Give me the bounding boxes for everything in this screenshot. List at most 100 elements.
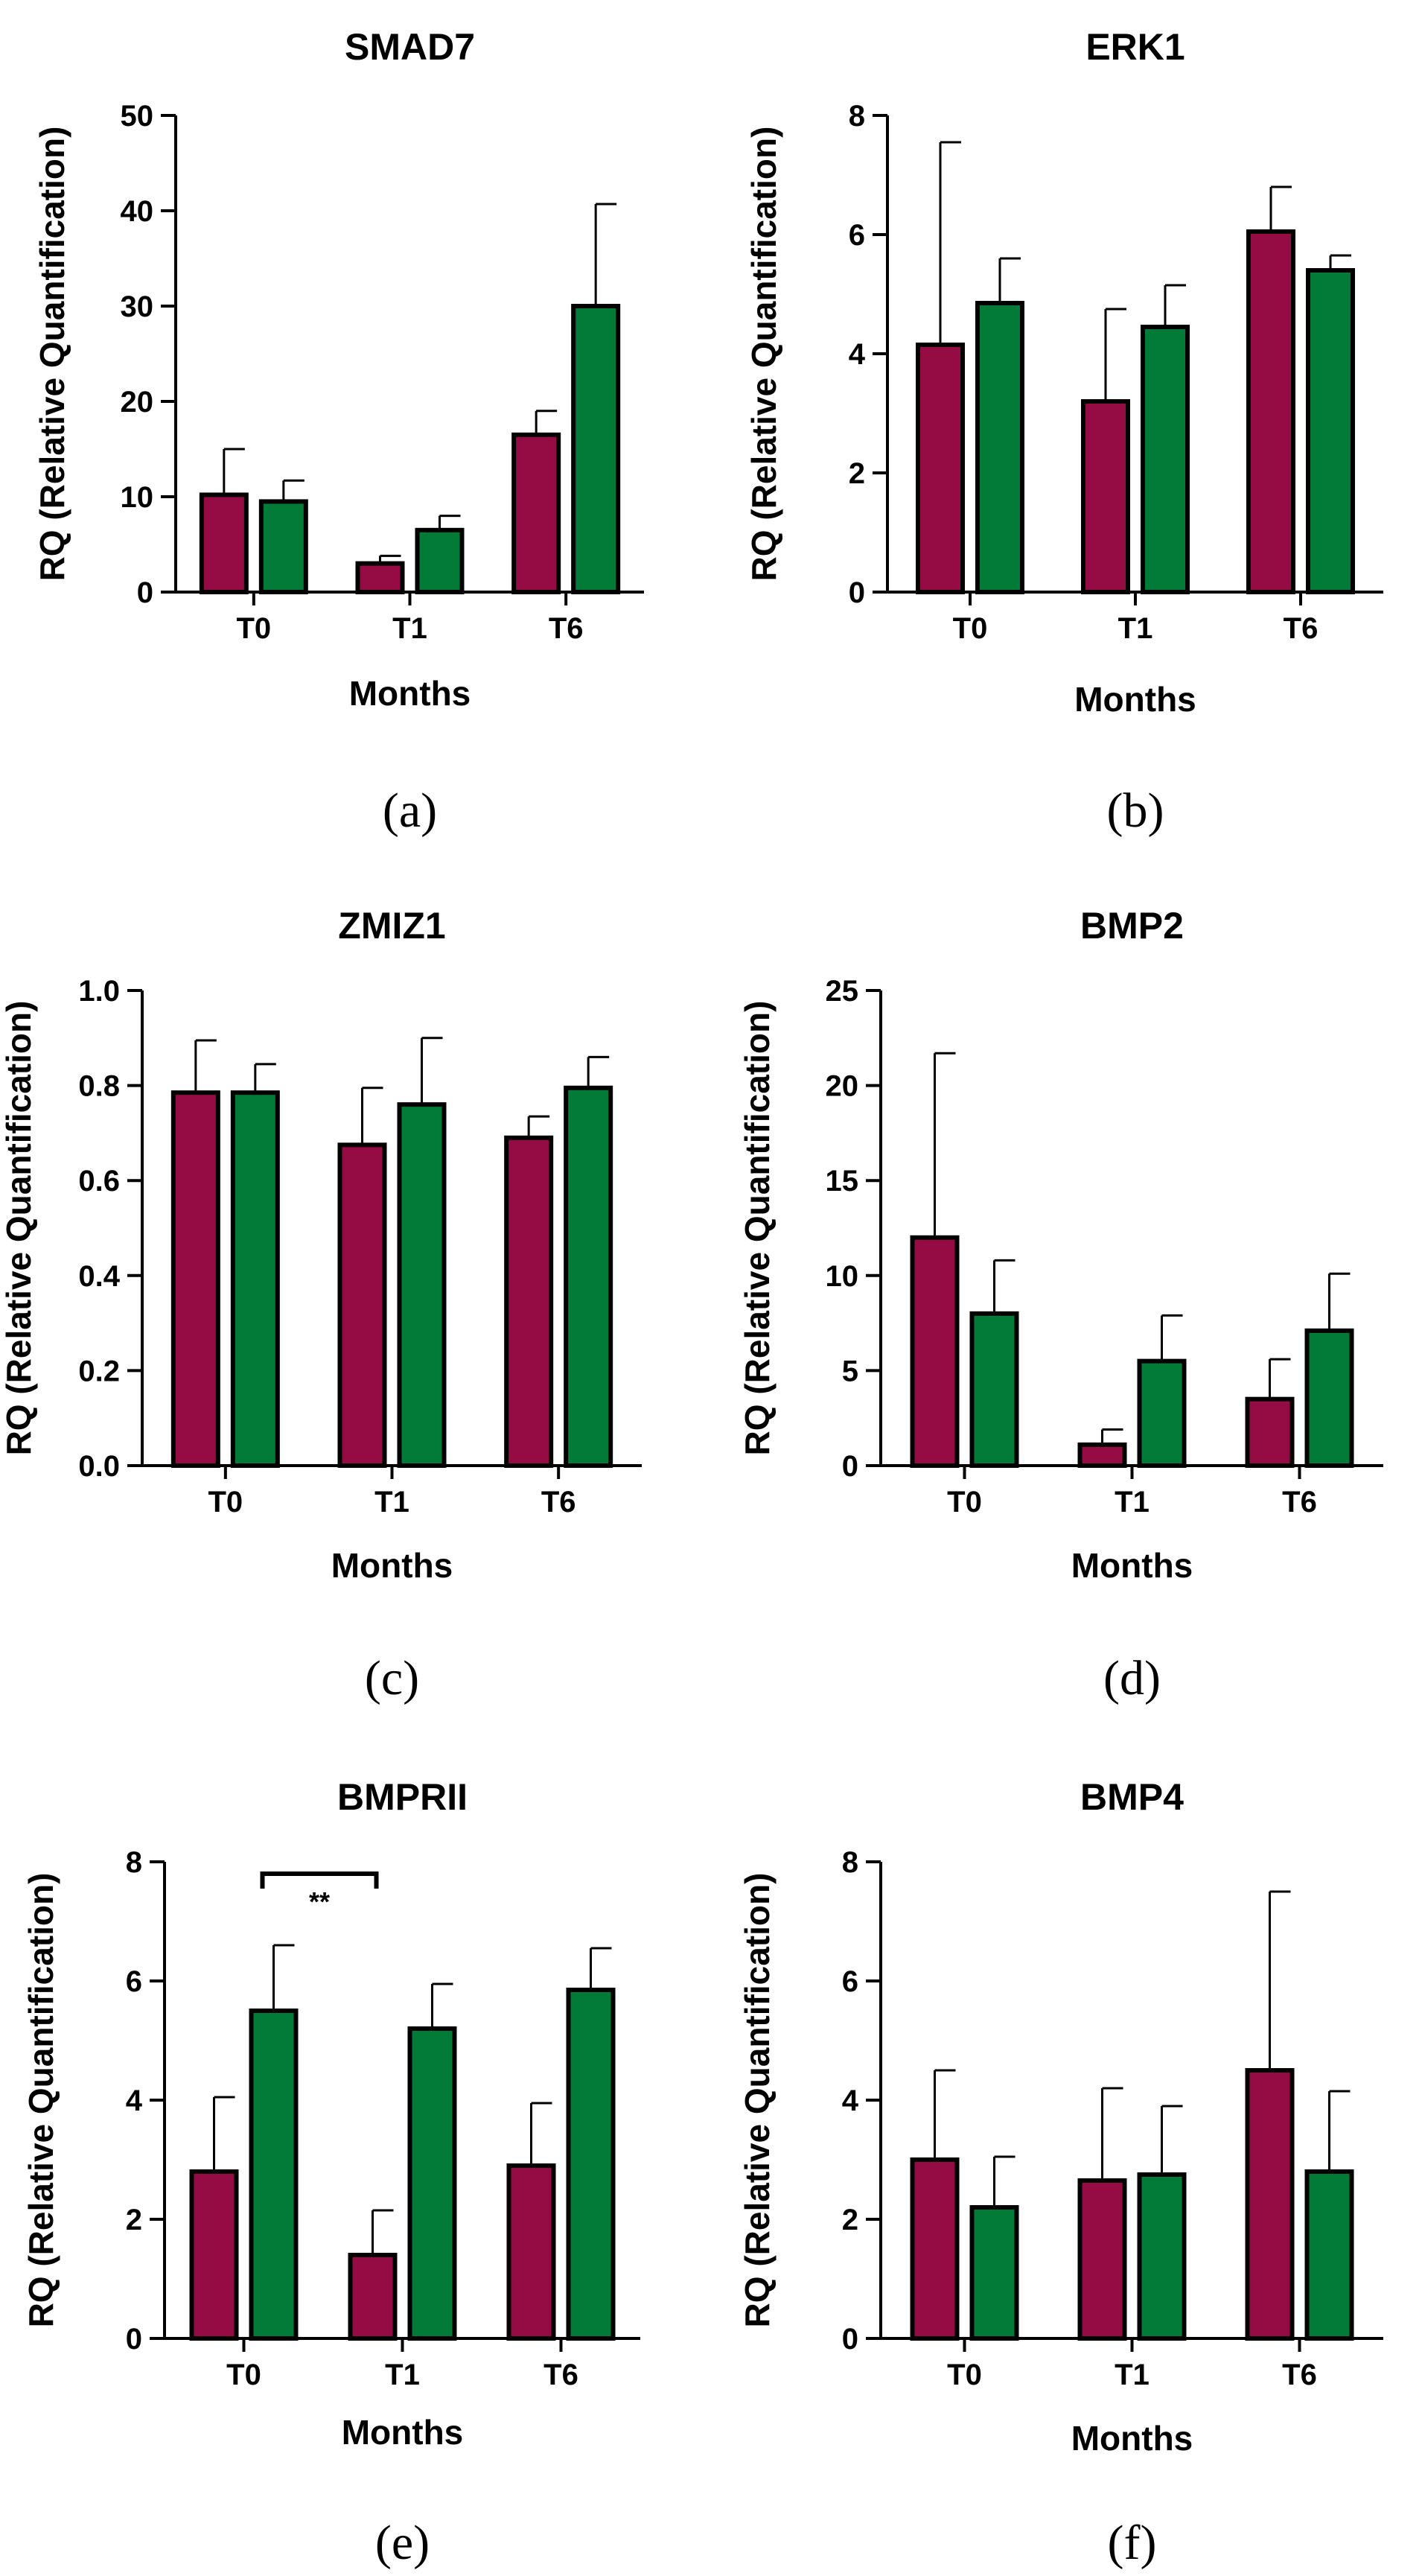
bar-t0-series-1 xyxy=(916,343,965,594)
bar-t6-series-1 xyxy=(511,432,561,594)
y-tick-label: 0 xyxy=(842,2323,858,2356)
y-tick-label: 4 xyxy=(842,2084,859,2117)
bar-t0-series-2 xyxy=(249,2009,299,2341)
x-tick-label: T0 xyxy=(947,2359,982,2391)
x-tick-label: T0 xyxy=(226,2359,261,2391)
panel-label: (a) xyxy=(383,783,437,838)
x-tick-label: T6 xyxy=(541,1486,576,1518)
bar-t1-series-1 xyxy=(337,1142,387,1468)
chart-panel-4: BMP2 RQ (Relative Quantification) Months (d… xyxy=(738,905,1383,1705)
panel-label: (d) xyxy=(1103,1651,1161,1705)
bar-t0-series-1 xyxy=(170,1090,220,1469)
chart-panel-5: BMPRII RQ (Relative Quantification) Months… xyxy=(22,1776,640,2570)
y-axis-label: RQ (Relative Quantification) xyxy=(745,127,783,582)
y-tick-label: 0.4 xyxy=(78,1260,120,1293)
panel-label: (c) xyxy=(365,1651,419,1705)
significance-bracket xyxy=(260,1871,379,1889)
x-tick-label: T0 xyxy=(947,1486,982,1518)
x-tick-label: T1 xyxy=(1115,2359,1150,2391)
x-tick-label: T1 xyxy=(385,2359,420,2391)
bar-t1-series-2 xyxy=(1137,2172,1187,2341)
bar-t1-series-1 xyxy=(355,561,405,594)
y-tick-label: 25 xyxy=(826,975,859,1008)
y-tick-label: 20 xyxy=(826,1070,859,1103)
y-tick-label: 8 xyxy=(126,1846,142,1879)
significance-label: ** xyxy=(309,1886,330,1917)
y-tick-label: 1.0 xyxy=(78,975,120,1008)
bar-t0-series-1 xyxy=(910,2157,960,2341)
bar-t6-series-2 xyxy=(564,1085,613,1469)
bar-t6-series-1 xyxy=(1245,2068,1295,2341)
bar-t1-series-2 xyxy=(397,1102,447,1468)
bar-t6-series-1 xyxy=(1245,1396,1295,1469)
y-tick-label: 10 xyxy=(121,481,154,514)
bar-t6-series-2 xyxy=(571,304,621,594)
bar-t6-series-2 xyxy=(1306,268,1355,594)
y-axis-label: RQ (Relative Quantification) xyxy=(33,127,71,582)
bar-t1-series-1 xyxy=(348,2253,398,2341)
bar-t1-series-1 xyxy=(1077,2178,1127,2341)
x-tick-label: T0 xyxy=(236,612,271,645)
x-axis-label: Months xyxy=(1074,680,1196,719)
bar-t6-series-1 xyxy=(1246,229,1295,594)
y-tick-label: 2 xyxy=(126,2204,142,2236)
y-axis-label: RQ (Relative Quantification) xyxy=(738,1001,777,1456)
y-tick-label: 8 xyxy=(842,1846,858,1879)
bar-t6-series-2 xyxy=(1304,1328,1354,1468)
x-tick-label: T1 xyxy=(1118,612,1153,645)
y-tick-label: 4 xyxy=(849,338,866,371)
x-tick-label: T0 xyxy=(953,612,988,645)
bar-t6-series-2 xyxy=(1304,2169,1354,2341)
y-tick-label: 30 xyxy=(121,290,154,323)
chart-title: SMAD7 xyxy=(345,26,475,68)
bar-t1-series-2 xyxy=(1137,1358,1187,1469)
y-axis-label: RQ (Relative Quantification) xyxy=(0,1001,38,1456)
y-axis-label: RQ (Relative Quantification) xyxy=(22,1873,60,2328)
bar-t0-series-2 xyxy=(230,1090,280,1469)
y-tick-label: 2 xyxy=(849,457,865,490)
bar-t1-series-1 xyxy=(1081,399,1130,594)
x-axis-label: Months xyxy=(331,1546,453,1585)
x-tick-label: T0 xyxy=(208,1486,243,1518)
y-tick-label: 5 xyxy=(842,1355,858,1387)
y-tick-label: 0.8 xyxy=(78,1070,120,1103)
bar-t0-series-2 xyxy=(258,499,308,595)
y-tick-label: 0.2 xyxy=(78,1355,120,1387)
y-tick-label: 10 xyxy=(826,1260,859,1293)
y-tick-label: 0 xyxy=(842,1450,858,1483)
chart-title: ZMIZ1 xyxy=(338,905,445,947)
y-tick-label: 20 xyxy=(121,386,154,419)
x-tick-label: T6 xyxy=(1282,1486,1317,1518)
chart-panel-2: ERK1 RQ (Relative Quantification) Months (b… xyxy=(745,26,1383,838)
panel-label: (b) xyxy=(1107,783,1164,838)
y-tick-label: 6 xyxy=(849,219,865,252)
chart-title: BMP4 xyxy=(1080,1776,1184,1818)
bar-t1-series-2 xyxy=(407,2026,457,2341)
x-tick-label: T1 xyxy=(392,612,427,645)
y-tick-label: 40 xyxy=(121,195,154,228)
x-tick-label: T1 xyxy=(1115,1486,1150,1518)
y-tick-label: 8 xyxy=(849,100,865,133)
chart-panel-1: SMAD7 RQ (Relative Quantification) Months (… xyxy=(33,26,644,838)
bar-t1-series-2 xyxy=(415,527,465,594)
bar-t1-series-2 xyxy=(1141,325,1190,594)
bar-t6-series-1 xyxy=(504,1135,554,1469)
x-tick-label: T6 xyxy=(1284,612,1319,645)
y-tick-label: 0 xyxy=(849,576,865,609)
y-tick-label: 15 xyxy=(826,1165,859,1198)
x-tick-label: T6 xyxy=(549,612,584,645)
y-tick-label: 50 xyxy=(121,100,154,133)
bar-t6-series-1 xyxy=(506,2163,556,2341)
y-tick-label: 6 xyxy=(842,1965,858,1998)
x-axis-label: Months xyxy=(1071,1546,1193,1585)
chart-title: ERK1 xyxy=(1085,26,1185,68)
panel-label: (e) xyxy=(375,2516,430,2570)
x-axis-label: Months xyxy=(1071,2419,1193,2458)
x-axis-label: Months xyxy=(342,2413,464,2452)
y-axis-label: RQ (Relative Quantification) xyxy=(738,1873,777,2328)
chart-title: BMPRII xyxy=(337,1776,468,1818)
chart-panel-6: BMP4 RQ (Relative Quantification) Months (f… xyxy=(738,1776,1383,2570)
y-tick-label: 0 xyxy=(126,2323,142,2356)
bar-t0-series-2 xyxy=(969,1311,1019,1468)
